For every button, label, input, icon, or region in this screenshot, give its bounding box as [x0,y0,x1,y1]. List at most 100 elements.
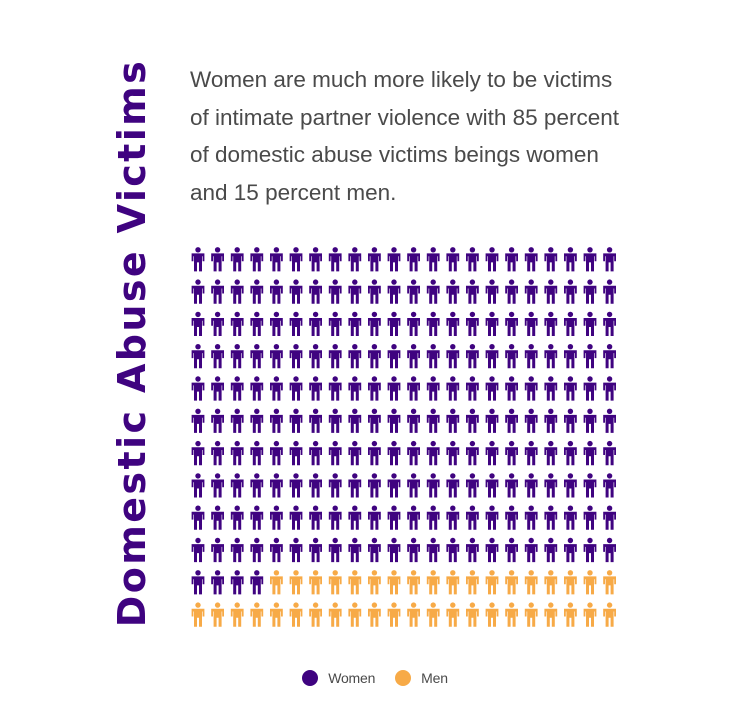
person-icon [583,344,597,369]
person-icon [564,602,577,627]
person-icon [564,440,577,466]
person-icon [270,570,283,595]
person-icon [426,505,440,530]
person-icon [309,376,322,401]
person-icon [583,408,597,433]
person-icon [191,570,205,595]
person-icon [544,440,558,466]
person-icon [387,473,401,498]
person-icon [485,408,499,433]
person-icon [270,279,283,304]
person-icon [348,602,362,627]
person-icon [505,408,518,433]
person-icon [485,344,499,369]
person-icon [230,247,244,272]
person-icon [289,247,303,272]
person-icon [524,344,538,369]
person-icon [505,344,518,369]
person-icon [524,311,538,336]
person-icon [524,440,538,466]
person-icon [544,311,558,336]
person-icon [603,537,616,563]
person-icon [466,505,479,530]
legend-item-women[interactable]: Women [302,670,375,686]
person-icon [426,440,440,466]
person-icon [387,570,401,595]
person-icon [387,247,401,272]
person-icon [211,408,224,433]
person-icon [191,505,205,530]
legend-swatch-men [395,670,412,686]
person-icon [446,247,460,272]
person-icon [328,505,342,530]
person-icon [407,344,420,369]
person-icon [368,408,381,433]
person-icon [485,505,499,530]
person-icon [505,247,518,272]
person-icon [485,473,499,498]
person-icon [270,247,283,272]
legend-item-men[interactable]: Men [395,670,448,686]
person-icon [289,311,303,336]
person-icon [211,537,224,563]
person-icon [191,247,205,272]
person-icon [211,473,224,498]
person-icon [466,440,479,466]
person-icon [544,376,558,401]
person-icon [309,408,322,433]
person-icon [426,408,440,433]
person-icon [407,408,420,433]
person-icon [583,279,597,304]
person-icon [309,537,322,563]
person-icon [485,570,499,595]
person-icon [211,311,224,336]
person-icon [407,247,420,272]
person-icon [544,570,558,595]
person-icon [603,602,616,627]
person-icon [466,279,479,304]
person-icon [368,247,381,272]
person-icon [524,376,538,401]
person-icon [485,247,499,272]
person-icon [603,570,616,595]
person-icon [368,279,381,304]
person-icon [466,537,479,563]
person-icon [485,602,499,627]
person-icon [446,311,460,336]
person-icon [485,376,499,401]
person-icon [191,279,205,304]
person-icon [250,408,264,433]
person-icon [524,505,538,530]
person-icon [426,570,440,595]
person-icon [407,473,420,498]
person-icon [230,570,244,595]
person-icon [191,376,205,401]
person-icon [309,344,322,369]
person-icon [230,602,244,627]
person-icon [211,505,224,530]
person-icon [348,440,362,466]
person-icon [368,570,381,595]
person-icon [211,279,224,304]
person-icon [387,311,401,336]
person-icon [289,505,303,530]
person-icon [466,473,479,498]
person-icon [348,247,362,272]
person-icon [387,344,401,369]
person-icon [368,602,381,627]
person-icon [348,279,362,304]
person-icon [328,311,342,336]
person-icon [368,505,381,530]
person-icon [583,247,597,272]
person-icon [328,602,342,627]
person-icon [230,279,244,304]
person-icon [230,376,244,401]
chart-description: Women are much more likely to be victims… [190,67,619,206]
person-icon [387,602,401,627]
person-icon [191,473,205,498]
person-icon [564,473,577,498]
person-icon [250,537,264,563]
person-icon [328,344,342,369]
person-icon [250,376,264,401]
